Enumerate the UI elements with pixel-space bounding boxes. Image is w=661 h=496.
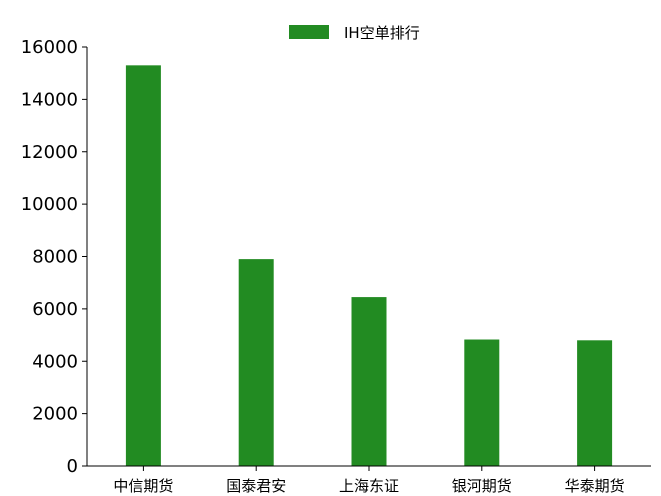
bar-3 <box>351 297 387 466</box>
y-tick-label: 6000 <box>32 299 78 320</box>
x-tick-label: 上海东证 <box>339 477 399 495</box>
bar-2 <box>238 259 274 466</box>
bar-1 <box>125 65 161 467</box>
y-tick-label: 10000 <box>21 194 78 215</box>
x-tick-label: 中信期货 <box>113 477 173 495</box>
y-tick-label: 12000 <box>21 142 78 163</box>
y-tick-label: 0 <box>67 456 78 477</box>
bar-4 <box>464 339 500 466</box>
y-tick-label: 8000 <box>32 247 78 268</box>
legend-swatch <box>289 25 329 39</box>
y-tick-label: 14000 <box>21 89 78 110</box>
x-axis-ticks: 中信期货 国泰君安 上海东证 银河期货 华泰期货 <box>113 466 625 495</box>
x-tick-label: 国泰君安 <box>226 477 286 495</box>
y-tick-label: 4000 <box>32 351 78 372</box>
x-tick-label: 华泰期货 <box>565 477 625 495</box>
bars <box>125 65 613 467</box>
x-tick-label: 银河期货 <box>452 477 512 495</box>
y-axis-ticks: 0 2000 4000 6000 8000 10000 12000 14000 16000 <box>21 37 87 477</box>
bar-5 <box>577 340 613 466</box>
y-tick-label: 16000 <box>21 37 78 58</box>
legend-label: IH空单排行 <box>344 24 420 42</box>
legend: IH空单排行 <box>289 24 420 42</box>
y-tick-label: 2000 <box>32 404 78 425</box>
